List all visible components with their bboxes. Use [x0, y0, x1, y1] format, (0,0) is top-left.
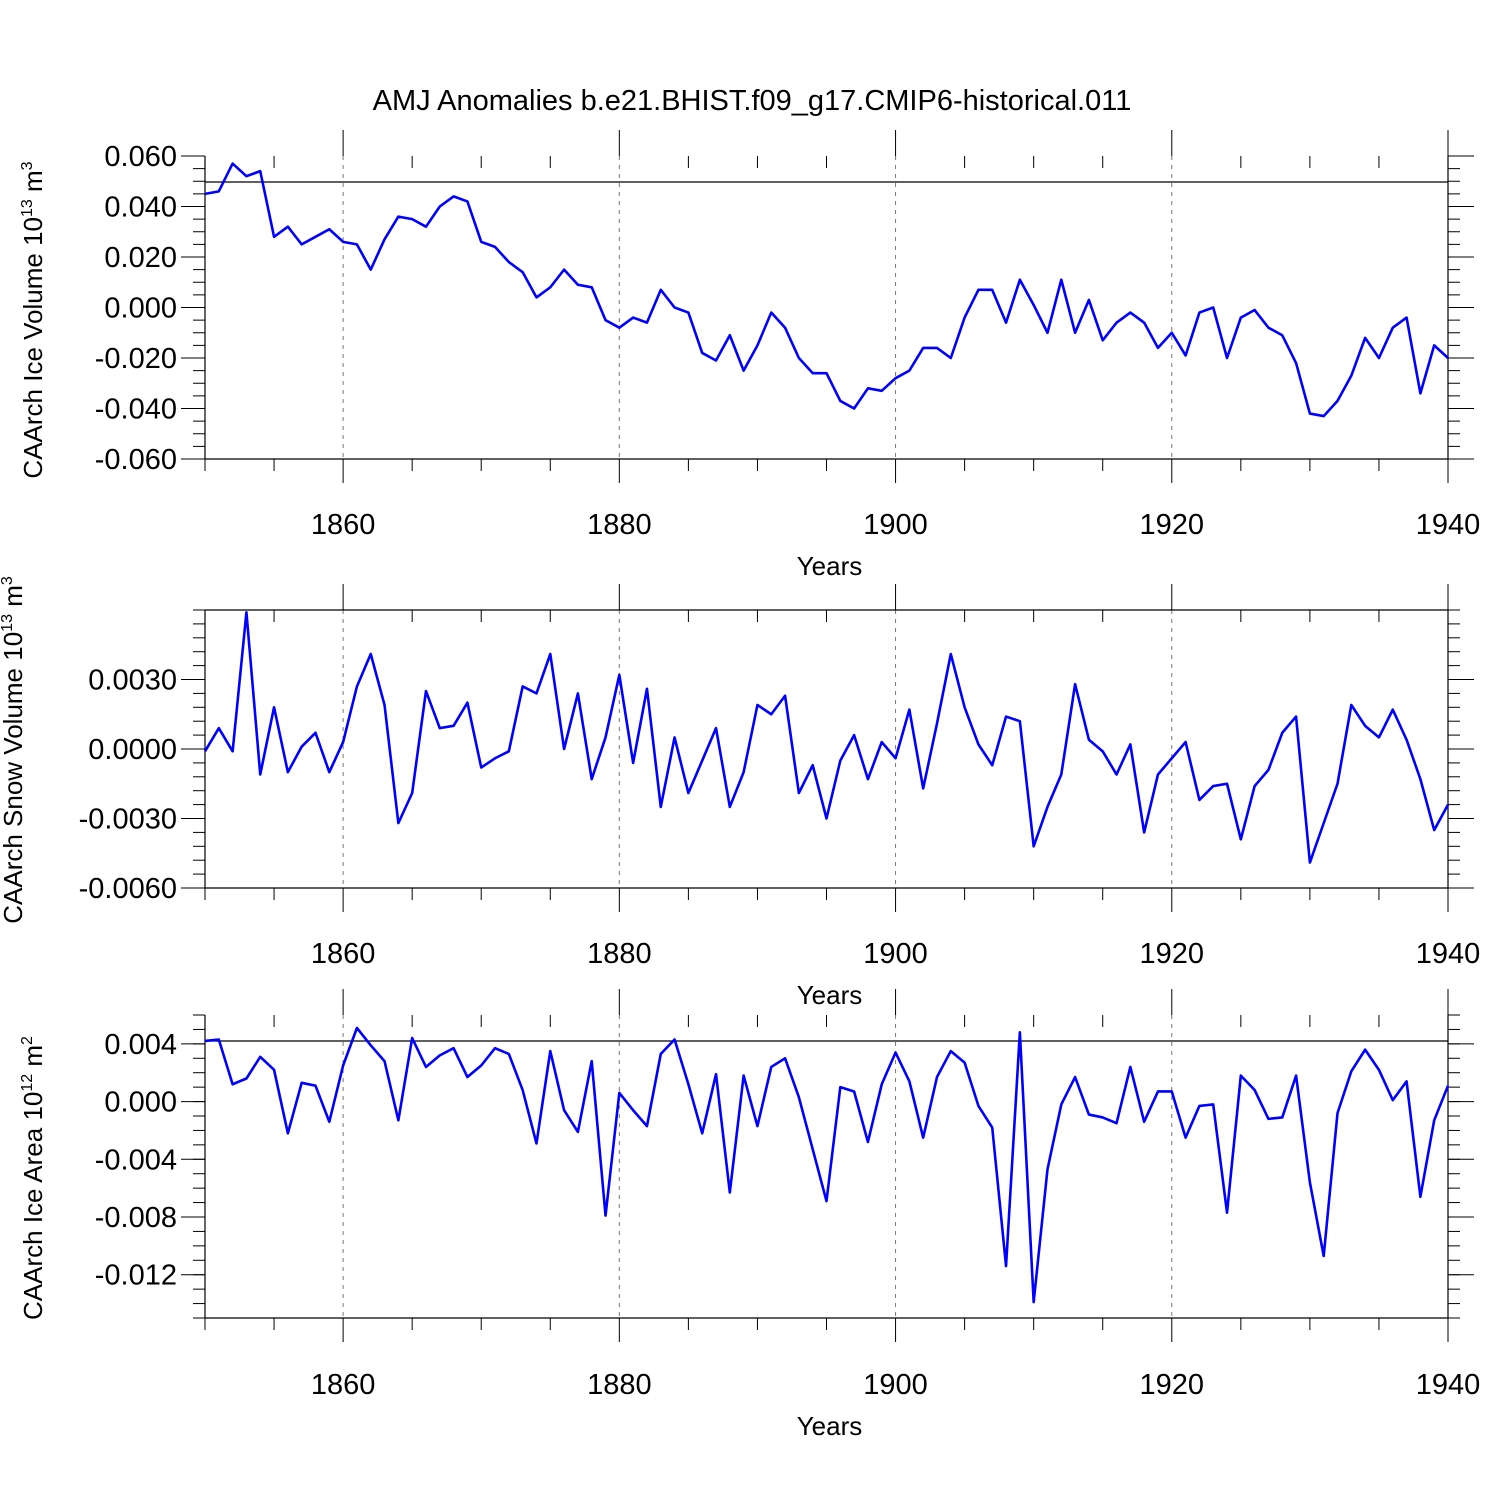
y-tick-label--0_006: -0.0060 [79, 873, 177, 905]
x-tick-label-1900: 1900 [863, 509, 928, 541]
y-tick-label-0_02: 0.020 [104, 242, 177, 274]
series-line [204, 162, 1449, 418]
y-axis-label-unit-exponent: 3 [0, 576, 16, 585]
y-axis-label-exponent: 13 [19, 199, 36, 217]
x-axis-label: Years [797, 1411, 863, 1441]
chart-title: AMJ Anomalies b.e21.BHIST.f09_g17.CMIP6-… [373, 85, 1132, 117]
y-tick-label-0_04: 0.040 [104, 192, 177, 224]
panel-2: 1860 1880 1900 1920 1940 0.0030 0.0000 -0.0030 -… [0, 576, 1480, 1010]
y-axis-label-text: CAArch Snow Volume 10 [0, 632, 28, 924]
y-axis-label-unit: m [18, 170, 48, 199]
panels: 1860 1880 1900 1920 1940 0.060 0.040 0.020 0.000… [0, 130, 1480, 1441]
y-tick-label-0_004: 0.004 [104, 1029, 177, 1061]
x-tick-label-1940: 1940 [1416, 1369, 1481, 1401]
x-tick-label-1900: 1900 [863, 1369, 928, 1401]
x-tick-label-1860: 1860 [311, 1369, 376, 1401]
y-tick-label--0_004: -0.004 [95, 1144, 177, 1176]
y-tick-label-0_003: 0.0030 [88, 665, 177, 697]
x-axis-label: Years [797, 980, 863, 1010]
x-axis-label: Years [797, 551, 863, 581]
y-axis-label: CAArch Ice Area 1012 m2 [18, 1036, 48, 1320]
y-tick-label-0_06: 0.060 [104, 141, 177, 173]
y-tick-label--0_003: -0.0030 [79, 804, 177, 836]
y-tick-label-0: 0.0000 [88, 734, 177, 766]
y-tick-label--0_012: -0.012 [95, 1260, 177, 1292]
x-tick-label-1900: 1900 [863, 938, 928, 970]
y-axis-label-unit: m [18, 1045, 48, 1074]
y-tick-label--0_008: -0.008 [95, 1202, 177, 1234]
x-tick-label-1860: 1860 [311, 938, 376, 970]
x-tick-label-1860: 1860 [311, 509, 376, 541]
x-tick-label-1920: 1920 [1140, 1369, 1205, 1401]
y-axis-label-text: CAArch Ice Volume 10 [18, 217, 48, 479]
y-axis-label-exponent: 12 [19, 1074, 36, 1092]
y-tick-label-0: 0.000 [104, 1087, 177, 1119]
series-line [204, 1026, 1450, 1304]
x-tick-label-1880: 1880 [587, 1369, 652, 1401]
x-tick-label-1940: 1940 [1416, 509, 1481, 541]
y-axis-label-unit-exponent: 2 [19, 1036, 36, 1045]
y-axis-label-unit: m [0, 585, 28, 614]
x-tick-label-1880: 1880 [587, 509, 652, 541]
y-tick-label-0: 0.000 [104, 293, 177, 325]
y-tick-label--0_02: -0.020 [95, 343, 177, 375]
panel-3: 1860 1880 1900 1920 1940 0.004 0.000 -0.004 -0.0… [18, 989, 1480, 1441]
panel-1: 1860 1880 1900 1920 1940 0.060 0.040 0.020 0.000… [18, 130, 1480, 581]
y-tick-label--0_06: -0.060 [95, 444, 177, 476]
y-axis-label-text: CAArch Ice Area 10 [18, 1092, 48, 1320]
series-line [203, 611, 1450, 864]
x-tick-label-1920: 1920 [1140, 509, 1205, 541]
x-tick-label-1940: 1940 [1416, 938, 1481, 970]
x-tick-label-1880: 1880 [587, 938, 652, 970]
y-axis-label-exponent: 13 [0, 614, 16, 632]
y-axis-label-unit-exponent: 3 [19, 161, 36, 170]
y-axis-label: CAArch Snow Volume 1013 m3 [0, 576, 28, 924]
y-axis-label: CAArch Ice Volume 1013 m3 [18, 161, 48, 478]
x-tick-label-1920: 1920 [1140, 938, 1205, 970]
y-tick-label--0_04: -0.040 [95, 394, 177, 426]
